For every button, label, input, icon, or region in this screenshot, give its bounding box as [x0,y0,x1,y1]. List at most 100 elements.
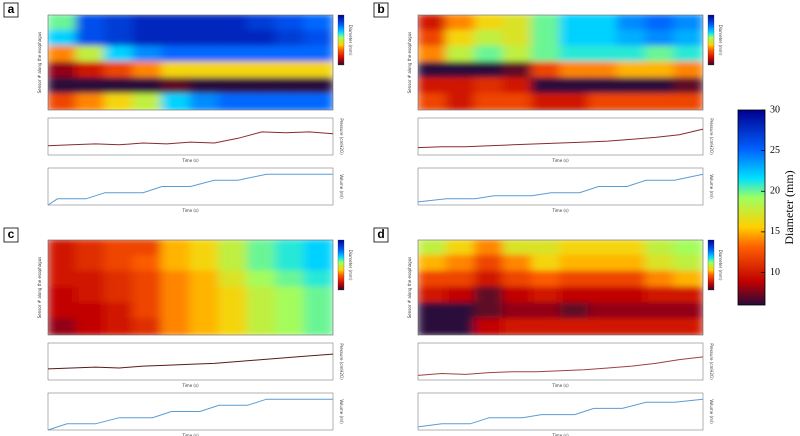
data-line [417,128,704,149]
heatmap-cell [218,286,249,305]
heatmap-cell [275,77,306,96]
heatmap-cell [48,240,78,257]
y-axis-label: Volume (ml) [339,174,344,199]
data-line [47,131,334,147]
heatmap-cell [616,318,647,335]
mini-colorbar-label: Diameter (mm) [718,250,723,281]
heatmap-cells [48,15,333,110]
x-axis-label: Time (s) [181,158,199,163]
heatmap-cell [132,77,163,96]
heatmap-cell [418,254,448,273]
heatmap-cell [673,254,703,273]
heatmap-cell [531,61,562,80]
heatmap-cell [673,45,703,64]
heatmap-cell [132,29,163,48]
heatmap [418,15,703,110]
heatmap-cell [75,254,106,273]
heatmap-cell [75,77,106,96]
heatmap-frame [47,14,334,111]
heatmap-cell [673,15,703,32]
plot-frame [47,167,334,206]
heatmap-cell [161,286,192,305]
heatmap-cell [48,45,78,64]
heatmap-cell [559,318,590,335]
heatmap-cell [502,254,533,273]
heatmap-cell [645,93,676,110]
heatmap-cell [673,240,703,257]
heatmap-cell [616,45,647,64]
heatmap-cell [474,286,505,305]
heatmap-cell [502,286,533,305]
heatmap-cell [616,93,647,110]
heatmap-cell [218,302,249,321]
heatmap-cell [474,45,505,64]
heatmap-cell [246,77,277,96]
heatmap-cell [246,302,277,321]
heatmap-cell [559,15,590,32]
heatmap-cell [445,270,476,289]
y-axis-label: Pressure (cmH2O) [709,118,714,155]
heatmap-cell [616,270,647,289]
heatmap-cell [246,15,277,32]
heatmap-cell [588,254,619,273]
heatmap-cell [161,15,192,32]
panel-label-box [3,227,19,243]
heatmap-cell [48,270,78,289]
heatmap-cell [588,270,619,289]
heatmap-cell [645,302,676,321]
heatmap-cell [161,45,192,64]
heatmap-cell [75,15,106,32]
heatmap-cell [445,61,476,80]
heatmap-cell [531,15,562,32]
heatmap-cell [104,29,135,48]
mini-colorbar [707,14,715,66]
heatmap-cell [218,240,249,257]
heatmap-cell [75,240,106,257]
heatmap-cell [559,240,590,257]
panel-label: c [8,227,15,241]
heatmap-frame [47,239,334,336]
heatmap-cell [588,318,619,335]
heatmap-cell [218,45,249,64]
heatmap-cell [502,29,533,48]
heatmap-cell [189,15,220,32]
heatmap-cell [75,61,106,80]
heatmap-cell [616,61,647,80]
heatmap-cell [75,318,106,335]
heatmap-cell [189,61,220,80]
heatmap-cell [418,29,448,48]
heatmap-cell [189,286,220,305]
heatmap-cell [588,93,619,110]
heatmap-cell [161,61,192,80]
heatmap-cell [559,77,590,96]
plot-frame [47,117,334,156]
heatmap-cell [502,45,533,64]
heatmap-cell [161,77,192,96]
heatmap-cell [616,302,647,321]
data-line [47,398,333,431]
plot-frame [47,342,334,381]
heatmap-cell [616,286,647,305]
heatmap-cell [218,29,249,48]
heatmap-cell [645,286,676,305]
heatmap-cell [275,270,306,289]
heatmap-cell [645,61,676,80]
heatmap-cell [559,254,590,273]
heatmap-cell [502,77,533,96]
heatmap-cell [645,29,676,48]
plot-frame [417,117,704,156]
heatmap-cell [418,302,448,321]
heatmap-cell [502,15,533,32]
heatmap-cell [645,45,676,64]
mini-colorbar [337,239,345,291]
heatmap-cell [303,45,333,64]
heatmap-cell [588,45,619,64]
heatmap-cell [161,240,192,257]
heatmap-cell [104,77,135,96]
heatmap-cell [559,286,590,305]
heatmap-cell [275,318,306,335]
heatmap-cell [616,254,647,273]
y-axis-label: Volume (ml) [709,399,714,424]
heatmap-cell [531,254,562,273]
heatmap-cell [303,29,333,48]
